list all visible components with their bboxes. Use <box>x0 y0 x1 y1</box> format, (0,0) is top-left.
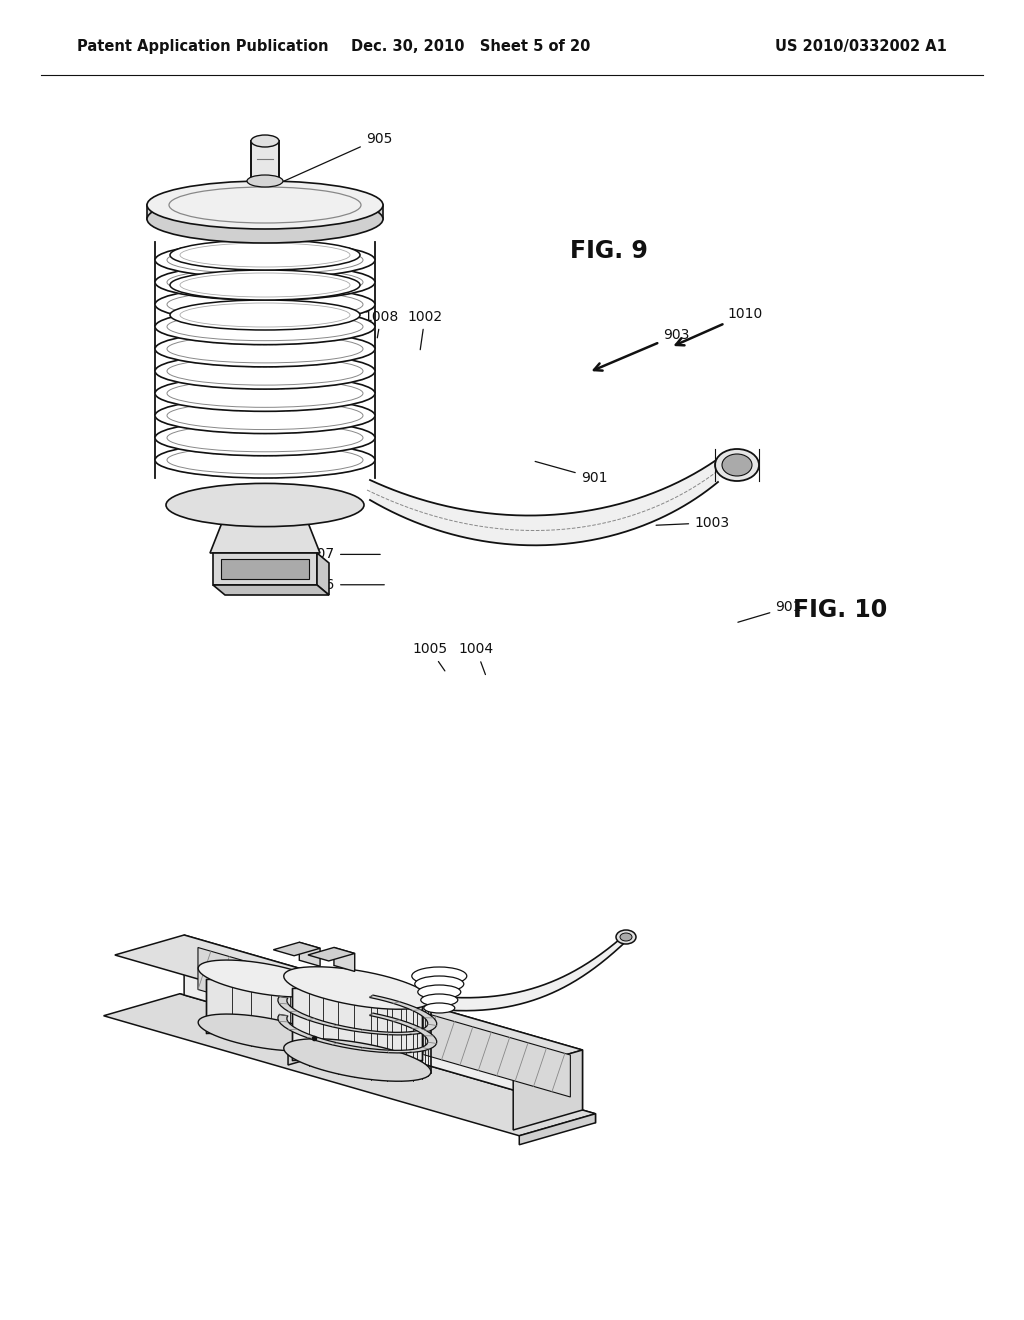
Text: FIG. 9: FIG. 9 <box>570 239 648 263</box>
Polygon shape <box>210 515 319 553</box>
Ellipse shape <box>155 309 375 345</box>
Text: 1004: 1004 <box>459 643 494 675</box>
Text: 903: 903 <box>594 329 689 371</box>
Text: 1001: 1001 <box>172 352 216 387</box>
Ellipse shape <box>412 968 467 985</box>
Ellipse shape <box>421 994 458 1006</box>
Ellipse shape <box>170 210 360 240</box>
Polygon shape <box>370 450 730 545</box>
Ellipse shape <box>166 483 364 527</box>
Polygon shape <box>213 585 329 595</box>
Polygon shape <box>184 935 357 1045</box>
Polygon shape <box>147 205 383 219</box>
Ellipse shape <box>155 442 375 478</box>
Ellipse shape <box>170 271 360 300</box>
Polygon shape <box>251 141 279 181</box>
Ellipse shape <box>415 975 464 993</box>
Ellipse shape <box>155 331 375 367</box>
Polygon shape <box>284 1039 431 1081</box>
Polygon shape <box>340 1001 583 1071</box>
Polygon shape <box>293 987 422 1060</box>
Ellipse shape <box>155 420 375 455</box>
Text: US 2010/0332002 A1: US 2010/0332002 A1 <box>775 40 947 54</box>
Ellipse shape <box>155 375 375 412</box>
Ellipse shape <box>616 931 636 944</box>
Text: Dec. 30, 2010   Sheet 5 of 20: Dec. 30, 2010 Sheet 5 of 20 <box>351 40 591 54</box>
Text: 1008: 1008 <box>364 310 398 338</box>
Polygon shape <box>299 942 321 966</box>
Text: 1006: 1006 <box>300 578 384 591</box>
Polygon shape <box>284 966 431 1010</box>
Text: 1005: 1005 <box>413 643 447 671</box>
Text: 1007: 1007 <box>300 548 380 561</box>
Polygon shape <box>115 935 357 1005</box>
Polygon shape <box>103 994 596 1135</box>
Ellipse shape <box>170 300 360 330</box>
Polygon shape <box>198 948 345 1032</box>
Polygon shape <box>221 558 309 579</box>
Polygon shape <box>278 1014 437 1053</box>
Polygon shape <box>288 985 357 1065</box>
Polygon shape <box>198 960 326 997</box>
Polygon shape <box>423 1012 570 1097</box>
Text: FIG. 10: FIG. 10 <box>793 598 887 622</box>
Ellipse shape <box>155 242 375 279</box>
Polygon shape <box>513 1049 583 1130</box>
Polygon shape <box>278 995 437 1035</box>
Polygon shape <box>198 1014 326 1051</box>
Ellipse shape <box>251 135 279 147</box>
Ellipse shape <box>715 449 759 480</box>
Polygon shape <box>308 948 354 961</box>
Text: 1010: 1010 <box>676 308 763 346</box>
Text: 905: 905 <box>284 132 392 181</box>
Ellipse shape <box>155 286 375 322</box>
Ellipse shape <box>247 176 283 187</box>
Polygon shape <box>334 948 354 972</box>
Polygon shape <box>273 942 321 956</box>
Ellipse shape <box>722 454 752 477</box>
Polygon shape <box>410 1001 583 1110</box>
Polygon shape <box>434 931 630 1011</box>
Polygon shape <box>317 553 329 595</box>
Ellipse shape <box>155 354 375 389</box>
Polygon shape <box>519 1114 596 1144</box>
Ellipse shape <box>620 933 632 941</box>
Polygon shape <box>213 553 317 585</box>
Text: Patent Application Publication: Patent Application Publication <box>77 40 329 54</box>
Polygon shape <box>180 994 596 1123</box>
Text: 1002: 1002 <box>408 310 442 350</box>
Ellipse shape <box>147 181 383 228</box>
Ellipse shape <box>155 264 375 300</box>
Ellipse shape <box>147 195 383 243</box>
Polygon shape <box>206 978 318 1032</box>
Text: 901: 901 <box>738 601 802 622</box>
Ellipse shape <box>418 985 461 999</box>
Ellipse shape <box>424 1003 455 1012</box>
Ellipse shape <box>170 240 360 271</box>
Text: 902: 902 <box>232 558 295 591</box>
Text: 901: 901 <box>536 462 607 484</box>
Text: 1003: 1003 <box>656 516 729 529</box>
Ellipse shape <box>155 397 375 433</box>
